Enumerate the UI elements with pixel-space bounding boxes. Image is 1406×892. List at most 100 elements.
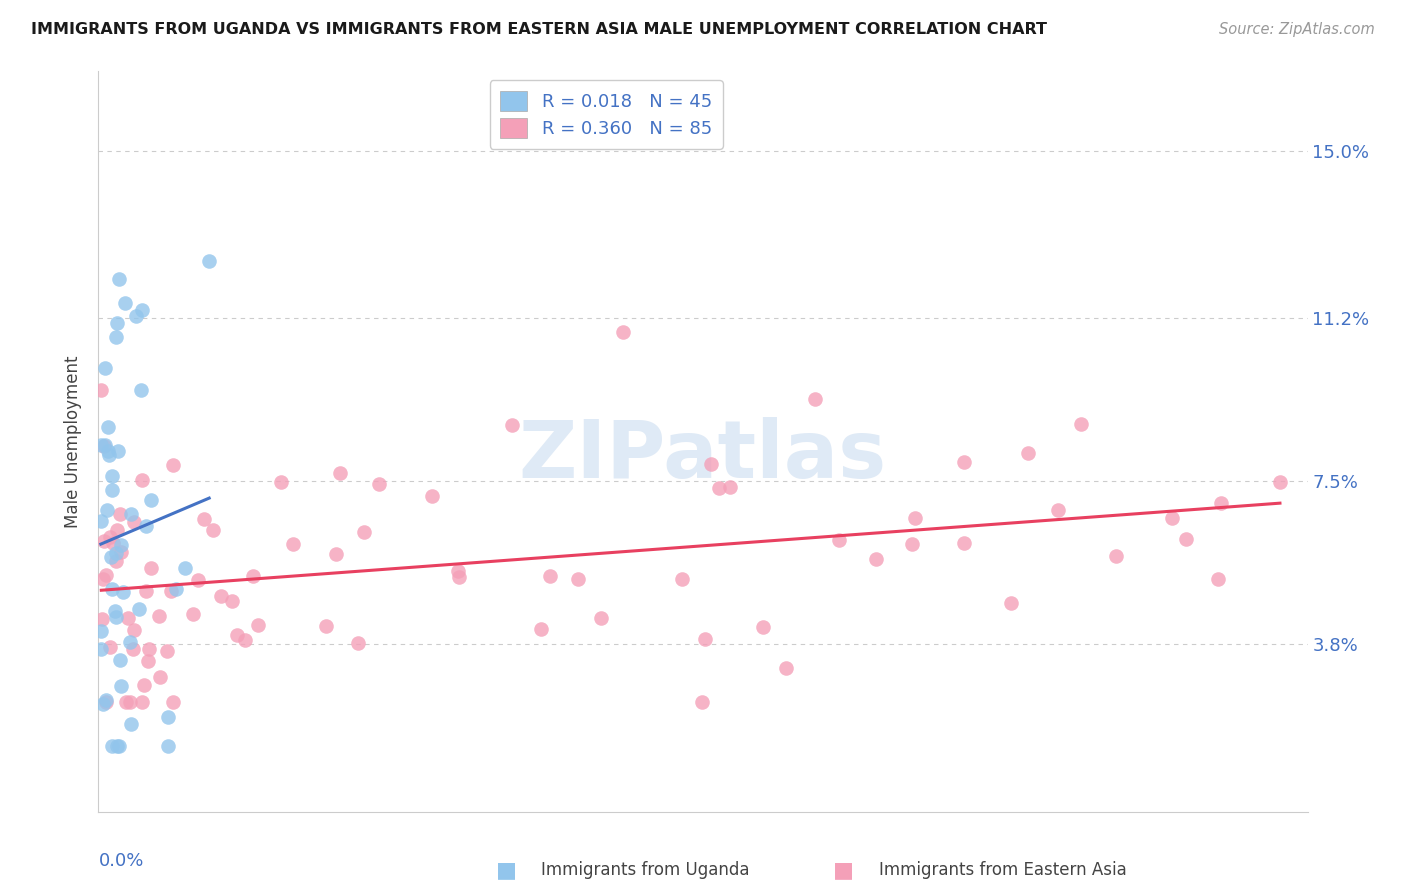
Point <box>953 455 976 469</box>
Point <box>107 739 129 753</box>
Point <box>700 458 723 472</box>
Point <box>538 568 561 582</box>
Point <box>1105 549 1128 563</box>
Point <box>131 694 153 708</box>
Point <box>93 533 115 548</box>
Point <box>96 503 118 517</box>
Point <box>112 584 135 599</box>
Point <box>90 514 112 528</box>
Point <box>125 309 148 323</box>
Point <box>162 694 184 708</box>
Point <box>315 618 337 632</box>
Point <box>108 653 131 667</box>
Text: ■: ■ <box>834 860 853 880</box>
Point <box>94 360 117 375</box>
Point <box>138 642 160 657</box>
Point <box>752 620 775 634</box>
Point <box>209 589 232 603</box>
Point <box>115 694 138 708</box>
Point <box>692 694 714 708</box>
Point <box>100 549 122 564</box>
Point <box>105 609 128 624</box>
Point <box>105 554 128 568</box>
Point <box>108 507 131 521</box>
Point <box>135 584 157 599</box>
Point <box>1161 511 1184 525</box>
Point <box>118 694 141 708</box>
Point <box>1070 417 1092 431</box>
Point <box>94 438 117 452</box>
Point <box>122 516 145 530</box>
Point <box>693 632 716 647</box>
Point <box>104 604 127 618</box>
Point <box>90 383 112 397</box>
Point <box>129 383 152 397</box>
Point <box>139 560 162 574</box>
Text: Immigrants from Eastern Asia: Immigrants from Eastern Asia <box>879 861 1126 879</box>
Point <box>174 561 197 575</box>
Point <box>202 523 225 537</box>
Point <box>91 611 114 625</box>
Point <box>156 644 179 658</box>
Point <box>90 624 112 639</box>
Point <box>329 467 352 481</box>
Point <box>110 679 132 693</box>
Point <box>93 439 115 453</box>
Point <box>904 511 927 525</box>
Point <box>135 519 157 533</box>
Point <box>90 641 112 656</box>
Point <box>107 443 129 458</box>
Point <box>121 641 143 656</box>
Point <box>325 547 347 561</box>
Point <box>104 330 127 344</box>
Text: ZIPatlas: ZIPatlas <box>519 417 887 495</box>
Point <box>98 448 121 462</box>
Point <box>804 392 827 407</box>
Point <box>105 316 128 330</box>
Point <box>225 628 247 642</box>
Point <box>107 272 129 286</box>
Point <box>138 654 160 668</box>
Point <box>612 325 634 339</box>
Point <box>101 739 124 753</box>
Point <box>91 572 114 586</box>
Point <box>1268 475 1291 489</box>
Point <box>353 525 375 540</box>
Point <box>91 697 114 711</box>
Point <box>1047 502 1070 516</box>
Point <box>198 253 221 268</box>
Point <box>181 607 204 621</box>
Point <box>160 584 183 599</box>
Point <box>165 582 187 596</box>
Point <box>110 545 132 559</box>
Text: Source: ZipAtlas.com: Source: ZipAtlas.com <box>1219 22 1375 37</box>
Point <box>865 551 887 566</box>
Point <box>420 490 443 504</box>
Point <box>157 710 180 724</box>
Point <box>117 610 139 624</box>
Point <box>103 536 125 550</box>
Point <box>122 623 145 637</box>
Legend: R = 0.018   N = 45, R = 0.360   N = 85: R = 0.018 N = 45, R = 0.360 N = 85 <box>489 80 723 149</box>
Point <box>97 419 120 434</box>
Point <box>118 635 141 649</box>
Point <box>1174 532 1197 546</box>
Point <box>157 739 180 753</box>
Point <box>120 508 142 522</box>
Point <box>1000 596 1022 610</box>
Point <box>104 546 127 560</box>
Point <box>110 538 132 552</box>
Point <box>567 573 589 587</box>
Point <box>94 692 117 706</box>
Point <box>718 480 741 494</box>
Point <box>671 572 693 586</box>
Point <box>347 636 370 650</box>
Point <box>162 458 184 472</box>
Point <box>105 739 128 753</box>
Point <box>193 512 215 526</box>
Text: IMMIGRANTS FROM UGANDA VS IMMIGRANTS FROM EASTERN ASIA MALE UNEMPLOYMENT CORRELA: IMMIGRANTS FROM UGANDA VS IMMIGRANTS FRO… <box>31 22 1047 37</box>
Point <box>368 476 391 491</box>
Point <box>148 608 170 623</box>
Text: ■: ■ <box>496 860 516 880</box>
Point <box>98 530 121 544</box>
